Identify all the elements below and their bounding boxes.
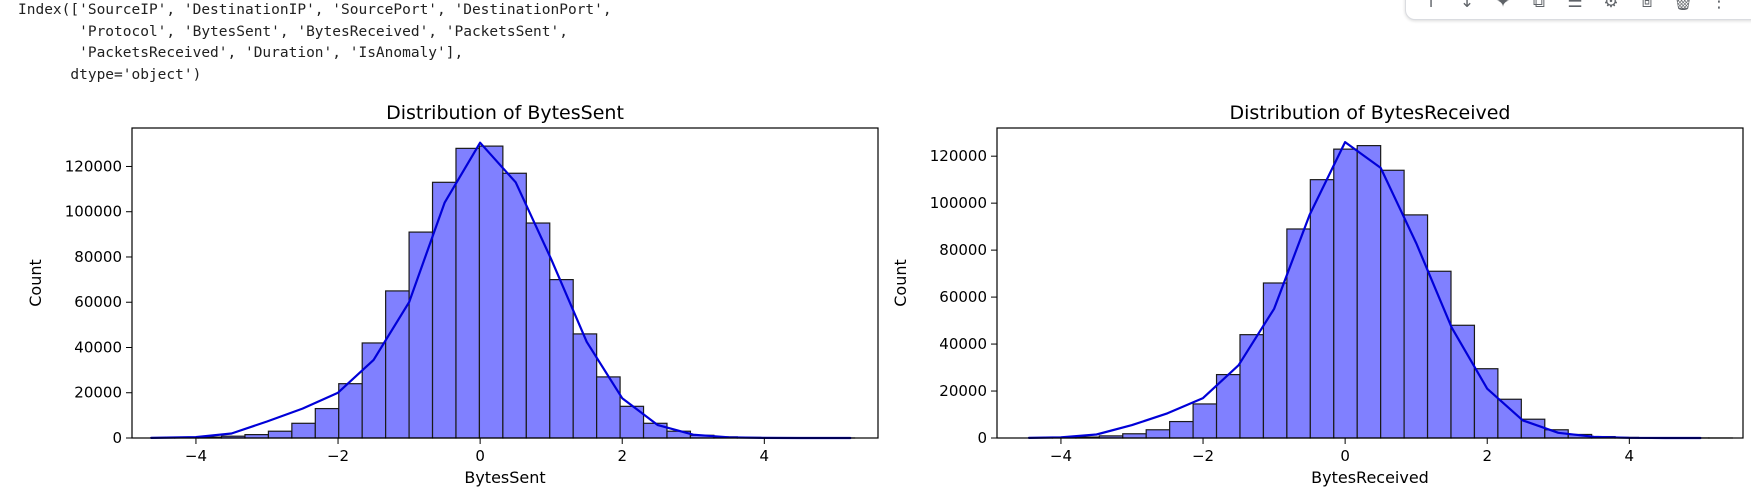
histogram-bar bbox=[1215, 373, 1241, 439]
histogram-bar bbox=[361, 342, 387, 439]
x-tick-label: −4 bbox=[1050, 447, 1072, 465]
histogram-bar bbox=[572, 333, 598, 439]
chart-1: −4 −2 0 2 4 0 20000 40000 60000 80000 100000 120000… bbox=[26, 102, 879, 487]
histogram-bar bbox=[431, 181, 457, 439]
comment-icon[interactable]: ☰ bbox=[1567, 0, 1583, 12]
histogram-bar bbox=[1497, 398, 1522, 439]
chart-title: Distribution of BytesReceived bbox=[1229, 102, 1510, 124]
histogram-bar bbox=[455, 147, 481, 439]
delete-icon[interactable]: 🗑 bbox=[1672, 0, 1694, 12]
histogram-bar bbox=[1145, 429, 1171, 439]
histogram-bar bbox=[1333, 148, 1358, 439]
move-down-icon[interactable]: ↓ bbox=[1459, 0, 1475, 12]
histogram-bar bbox=[385, 290, 410, 439]
histogram-bar bbox=[1286, 228, 1311, 439]
histogram-bar bbox=[1309, 179, 1335, 439]
x-axis-label: BytesReceived bbox=[1311, 468, 1429, 487]
y-tick-label: 0 bbox=[977, 429, 987, 447]
y-axis-label: Count bbox=[26, 259, 45, 307]
cell-output-text: Index(['SourceIP', 'DestinationIP', 'Sou… bbox=[18, 2, 612, 83]
histogram-bar bbox=[291, 422, 316, 439]
histogram-bar bbox=[1450, 324, 1476, 439]
link-icon[interactable]: ⧉ bbox=[1532, 0, 1546, 12]
histogram-bar bbox=[596, 376, 621, 439]
y-tick-label: 120000 bbox=[930, 147, 987, 165]
histogram-bar bbox=[1239, 334, 1265, 439]
y-tick-label: 100000 bbox=[930, 194, 987, 212]
histogram-bar bbox=[314, 407, 340, 439]
y-tick-label: 40000 bbox=[74, 338, 122, 356]
sparkle-icon[interactable]: ✦ bbox=[1495, 0, 1511, 12]
y-tick-label: 40000 bbox=[939, 335, 987, 353]
histogram-bar bbox=[338, 383, 363, 439]
chart-2: −4 −2 0 2 4 0 20000 40000 60000 80000 100000 120000… bbox=[891, 102, 1744, 487]
histogram-bar bbox=[1169, 420, 1194, 439]
y-tick-label: 120000 bbox=[65, 157, 122, 175]
kde-line bbox=[1027, 141, 1702, 440]
gear-icon[interactable]: ⚙ bbox=[1603, 0, 1619, 12]
y-tick-label: 20000 bbox=[939, 382, 987, 400]
more-icon[interactable]: ⋮ bbox=[1710, 0, 1728, 12]
y-tick-label: 60000 bbox=[74, 293, 122, 311]
x-tick-label: 0 bbox=[1340, 447, 1350, 465]
y-tick-label: 20000 bbox=[74, 384, 122, 402]
x-tick-label: 2 bbox=[617, 447, 627, 465]
y-tick-label: 60000 bbox=[939, 288, 987, 306]
x-axis-label: BytesSent bbox=[464, 468, 545, 487]
histogram-bar bbox=[1192, 403, 1218, 439]
x-tick-label: 0 bbox=[475, 447, 485, 465]
histogram-bar bbox=[408, 231, 434, 439]
chart-title: Distribution of BytesSent bbox=[386, 102, 624, 124]
x-tick-label: 4 bbox=[760, 447, 770, 465]
kde-line bbox=[150, 141, 852, 440]
x-tick-label: −2 bbox=[327, 447, 349, 465]
histogram-bar bbox=[267, 430, 293, 439]
mirror-cell-icon[interactable]: ⧈ bbox=[1641, 0, 1653, 12]
y-axis-label: Count bbox=[891, 259, 910, 307]
y-tick-label: 0 bbox=[112, 429, 122, 447]
axes-frame bbox=[996, 127, 1744, 439]
cell-toolbar: ↑ ↓ ✦ ⧉ ☰ ⚙ ⧈ 🗑 ⋮ bbox=[1405, 0, 1751, 20]
axes-frame bbox=[131, 127, 879, 439]
x-tick-label: −2 bbox=[1192, 447, 1214, 465]
x-tick-label: −4 bbox=[185, 447, 207, 465]
histogram-bar bbox=[1356, 145, 1382, 439]
histogram-bar bbox=[478, 145, 504, 439]
move-up-icon[interactable]: ↑ bbox=[1423, 0, 1439, 12]
histogram-bar bbox=[1122, 433, 1147, 439]
y-tick-label: 100000 bbox=[65, 203, 122, 221]
y-tick-label: 80000 bbox=[74, 248, 122, 266]
histogram-bar bbox=[1403, 214, 1429, 439]
histogram-bar bbox=[502, 172, 527, 439]
x-tick-label: 4 bbox=[1625, 447, 1635, 465]
histogram-bar bbox=[1473, 368, 1499, 439]
histogram-bar bbox=[525, 222, 551, 439]
y-tick-label: 80000 bbox=[939, 241, 987, 259]
x-tick-label: 2 bbox=[1482, 447, 1492, 465]
